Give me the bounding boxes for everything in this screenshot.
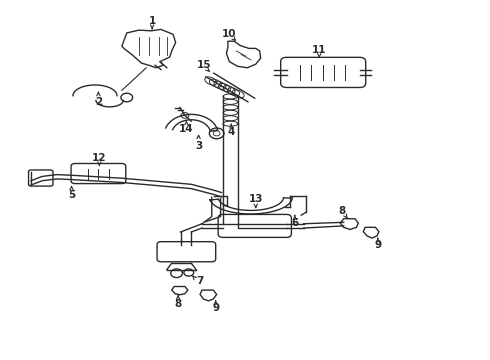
Text: 5: 5 <box>68 190 75 200</box>
Text: 8: 8 <box>174 299 182 309</box>
Text: 11: 11 <box>312 45 326 55</box>
Text: 9: 9 <box>212 303 219 313</box>
Text: 1: 1 <box>148 17 156 27</box>
Text: 13: 13 <box>248 194 263 204</box>
Text: 4: 4 <box>228 127 235 137</box>
Text: 7: 7 <box>196 276 204 286</box>
Text: 6: 6 <box>291 218 298 228</box>
Text: 9: 9 <box>374 240 381 250</box>
Text: 14: 14 <box>179 124 194 134</box>
Text: 8: 8 <box>338 206 345 216</box>
Text: 12: 12 <box>92 153 107 163</box>
Text: 3: 3 <box>195 140 202 150</box>
Text: 2: 2 <box>95 97 102 107</box>
Text: 10: 10 <box>222 29 237 39</box>
Text: 15: 15 <box>196 60 211 70</box>
